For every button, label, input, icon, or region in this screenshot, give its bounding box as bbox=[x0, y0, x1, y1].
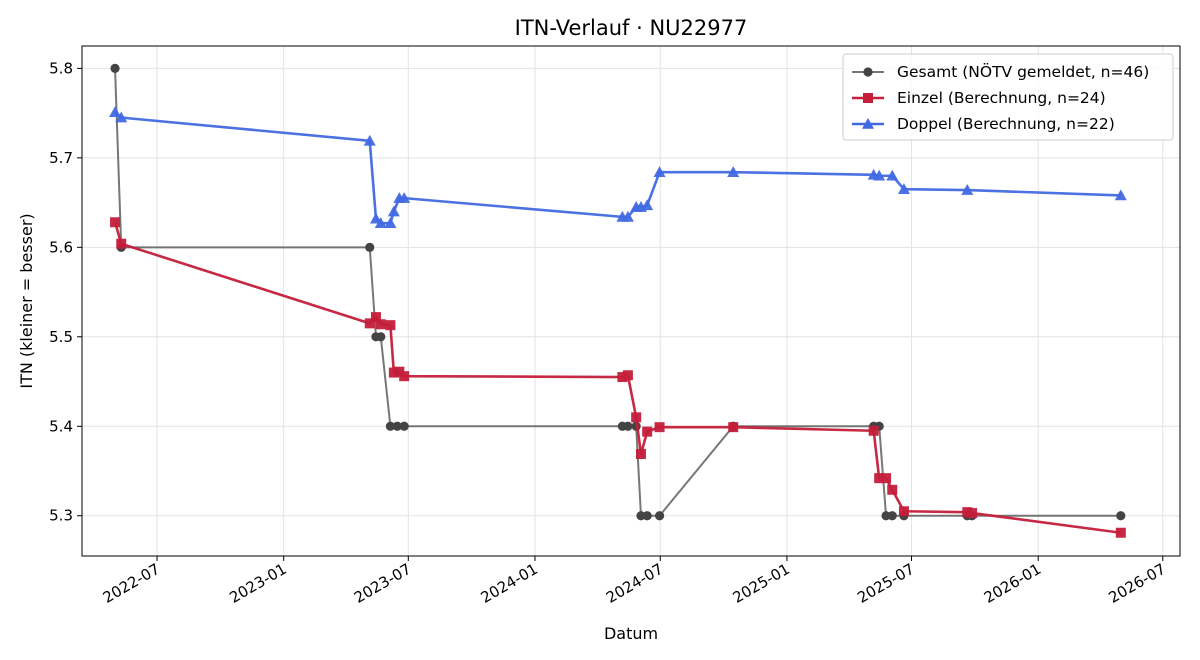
data-point-gesamt bbox=[392, 421, 402, 431]
y-tick-label: 5.4 bbox=[49, 417, 73, 435]
data-point-doppel bbox=[886, 169, 899, 181]
data-point-einzel bbox=[388, 367, 399, 378]
data-point-einzel bbox=[1115, 527, 1126, 538]
series-doppel bbox=[109, 106, 1127, 228]
data-point-einzel bbox=[116, 238, 127, 249]
data-point-einzel bbox=[399, 371, 410, 382]
data-point-einzel bbox=[642, 426, 653, 437]
data-point-doppel bbox=[621, 210, 634, 222]
data-point-einzel bbox=[622, 370, 633, 381]
data-point-doppel bbox=[384, 217, 397, 228]
y-tick-label: 5.6 bbox=[49, 238, 73, 256]
data-point-einzel bbox=[110, 217, 121, 228]
y-tick-label: 5.3 bbox=[49, 507, 73, 525]
series-einzel bbox=[110, 217, 1126, 538]
data-point-gesamt bbox=[365, 242, 375, 252]
data-point-einzel bbox=[617, 372, 628, 383]
y-tick-label: 5.5 bbox=[49, 328, 73, 346]
data-point-einzel bbox=[898, 506, 909, 517]
legend-label-gesamt: Gesamt (NÖTV gemeldet, n=46) bbox=[897, 62, 1149, 81]
data-point-doppel bbox=[109, 106, 122, 118]
data-point-gesamt bbox=[887, 511, 897, 521]
y-tick-label: 5.7 bbox=[49, 149, 73, 167]
data-point-doppel bbox=[897, 183, 910, 194]
data-point-gesamt bbox=[654, 511, 665, 521]
data-point-doppel bbox=[1114, 189, 1127, 201]
data-point-doppel bbox=[961, 184, 974, 195]
data-point-einzel bbox=[874, 473, 885, 484]
data-point-doppel bbox=[363, 134, 376, 146]
data-point-gesamt bbox=[110, 63, 120, 73]
data-point-doppel bbox=[653, 166, 666, 177]
data-point-einzel bbox=[631, 412, 642, 423]
data-point-doppel bbox=[727, 166, 740, 177]
data-point-einzel bbox=[967, 508, 978, 519]
data-point-einzel bbox=[728, 422, 739, 433]
plot-frame bbox=[81, 45, 1181, 557]
data-point-doppel bbox=[374, 217, 387, 228]
data-point-gesamt bbox=[1116, 511, 1126, 521]
data-point-einzel bbox=[385, 320, 396, 331]
data-point-gesamt bbox=[399, 421, 409, 431]
data-point-einzel bbox=[887, 484, 898, 495]
legend-label-einzel: Einzel (Berechnung, n=24) bbox=[897, 89, 1106, 107]
series-layer bbox=[109, 63, 1127, 538]
data-point-einzel bbox=[370, 312, 381, 323]
data-point-doppel bbox=[115, 111, 128, 123]
data-point-doppel bbox=[641, 199, 654, 211]
legend-marker-einzel bbox=[863, 93, 873, 103]
data-point-doppel bbox=[387, 205, 400, 217]
data-point-einzel bbox=[364, 318, 375, 329]
data-point-gesamt bbox=[642, 511, 652, 521]
data-point-einzel bbox=[868, 425, 879, 436]
data-point-einzel bbox=[375, 319, 386, 330]
legend: Gesamt (NÖTV gemeldet, n=46) Einzel (Bere… bbox=[842, 53, 1174, 141]
data-point-gesamt bbox=[376, 332, 386, 342]
legend-marker-doppel bbox=[862, 118, 874, 129]
data-point-einzel bbox=[635, 449, 646, 459]
y-tick-label: 5.8 bbox=[49, 59, 73, 77]
y-axis-title: ITN (kleiner = besser) bbox=[17, 213, 36, 388]
legend-marker-gesamt bbox=[863, 67, 873, 77]
legend-label-doppel: Doppel (Berechnung, n=22) bbox=[897, 115, 1115, 133]
legend-box bbox=[842, 53, 1174, 141]
x-axis-title: Datum bbox=[604, 624, 658, 643]
data-point-gesamt bbox=[385, 421, 396, 431]
data-point-einzel bbox=[881, 473, 892, 484]
data-point-doppel bbox=[873, 169, 886, 181]
data-point-einzel bbox=[654, 422, 665, 433]
chart-title: ITN-Verlauf · NU22977 bbox=[515, 16, 748, 40]
data-point-doppel bbox=[398, 192, 411, 203]
data-point-gesamt bbox=[623, 421, 633, 431]
